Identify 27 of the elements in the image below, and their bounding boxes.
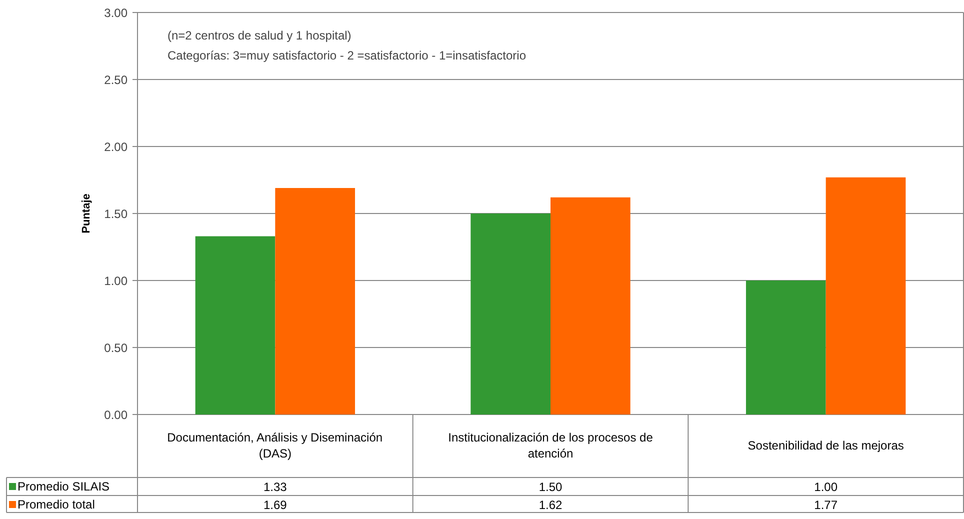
data-label: 1.50 bbox=[538, 480, 563, 494]
y-tick-label: 2.50 bbox=[104, 73, 128, 87]
x-tick-label: Sostenibilidad de las mejoras bbox=[748, 438, 904, 452]
bar bbox=[550, 197, 630, 414]
bar bbox=[470, 214, 550, 414]
data-label: 1.33 bbox=[263, 480, 288, 494]
annotation: Categorías: 3=muy satisfactorio - 2 =satisfactorio - 1=insatisfactorio bbox=[168, 48, 526, 62]
data-label: 1.62 bbox=[538, 498, 563, 512]
bar bbox=[746, 280, 826, 414]
bar bbox=[275, 188, 356, 414]
legend-label: Promedio SILAIS bbox=[18, 480, 110, 494]
y-tick-label: 0.00 bbox=[104, 408, 128, 422]
y-tick-label: 2.00 bbox=[104, 140, 128, 154]
data-label: 1.77 bbox=[814, 498, 838, 512]
legend-label: Promedio total bbox=[18, 498, 95, 512]
annotation: (n=2 centros de salud y 1 hospital) bbox=[168, 28, 352, 42]
bar bbox=[195, 236, 276, 414]
x-tick-label: Institucionalización de los procesos de atención bbox=[448, 430, 654, 460]
y-axis-title: Puntaje bbox=[80, 194, 92, 234]
bar bbox=[826, 177, 906, 414]
y-tick-label: 3.00 bbox=[104, 6, 128, 20]
y-tick-label: 0.50 bbox=[104, 341, 128, 355]
y-tick-label: 1.50 bbox=[104, 207, 128, 221]
y-tick-label: 1.00 bbox=[104, 274, 128, 288]
x-tick-label: Documentación, Análisis y Diseminación (DAS) bbox=[167, 430, 383, 460]
data-label: 1.69 bbox=[263, 498, 288, 512]
data-label: 1.00 bbox=[814, 480, 838, 494]
